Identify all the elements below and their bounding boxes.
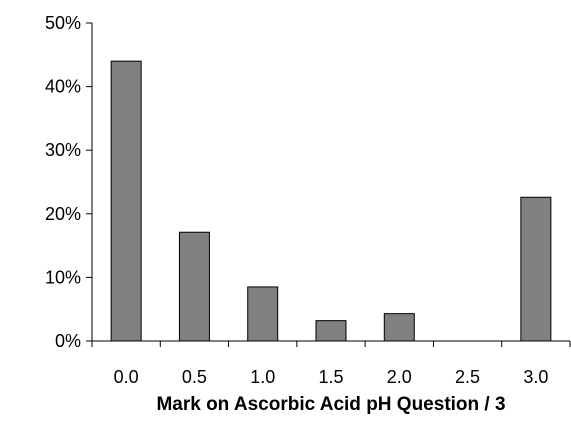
x-ticks-group: 0.0 0.5 1.0 1.5 2.0 2.5 3.0: [91, 341, 571, 387]
axes-group: [91, 23, 570, 342]
x-axis-title: Mark on Ascorbic Acid pH Question / 3: [156, 394, 505, 415]
bar: [247, 286, 279, 342]
bar: [383, 313, 415, 342]
x-tick-label: 3.0: [523, 367, 548, 387]
x-tick-label: 1.0: [250, 367, 275, 387]
y-tick-label: 20%: [45, 204, 81, 224]
x-tick-label: 0.5: [182, 367, 207, 387]
y-tick-label: 50%: [45, 13, 81, 33]
bar: [110, 60, 142, 342]
x-tick-label: 2.0: [387, 367, 412, 387]
x-tick-label: 2.5: [455, 367, 480, 387]
bar: [178, 231, 210, 342]
y-tick-label: 0%: [55, 331, 81, 351]
y-tick-label: 30%: [45, 140, 81, 160]
x-tick-label: 1.5: [318, 367, 343, 387]
bars-group: [110, 60, 552, 342]
bar: [315, 320, 347, 342]
y-tick-label: 10%: [45, 267, 81, 287]
x-tick-label: 0.0: [114, 367, 139, 387]
bar: [520, 196, 552, 342]
y-ticks-group: 0% 10% 20% 30% 40% 50%: [45, 13, 92, 351]
y-tick-label: 40%: [45, 77, 81, 97]
